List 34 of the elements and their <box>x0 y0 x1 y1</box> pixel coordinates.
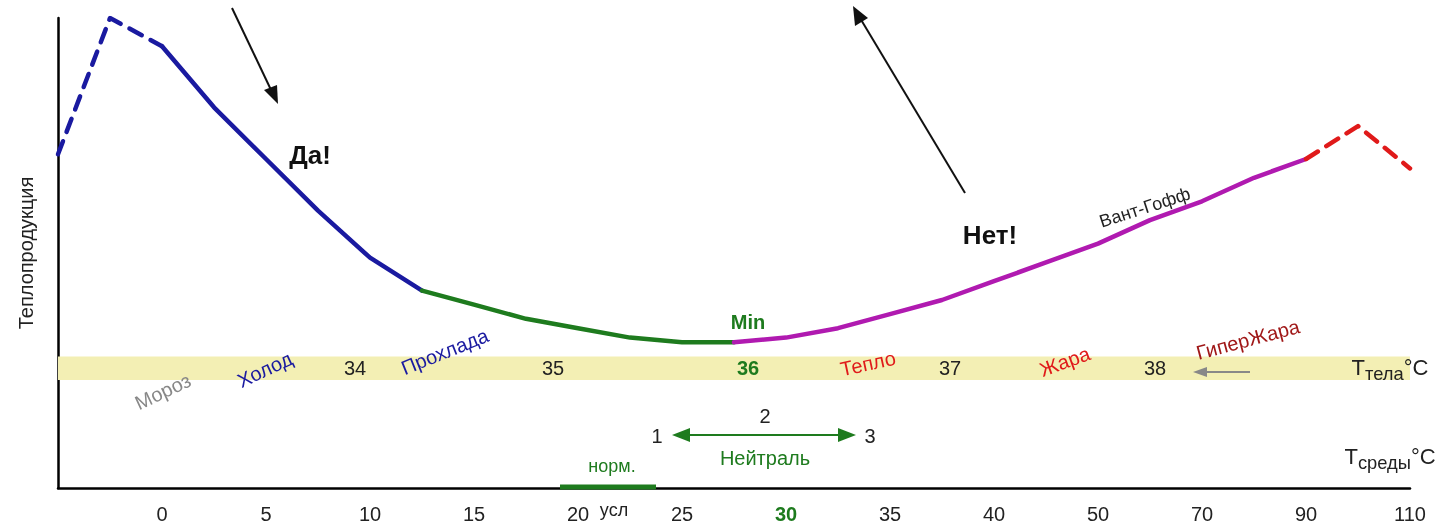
annotation: Тепло <box>838 346 898 382</box>
x-tick-label: 50 <box>1086 503 1110 525</box>
annotation: Нейтраль <box>719 446 811 470</box>
annotation: 35 <box>541 356 565 380</box>
annotation: Мороз <box>131 369 195 415</box>
x-tick-label: 25 <box>670 503 694 525</box>
x-tick-label: 20 <box>566 503 590 525</box>
annotation: T$_{тела}$°C <box>1351 354 1429 386</box>
text: усл <box>599 499 629 521</box>
annotation: Min <box>730 310 766 334</box>
annotation: 3 <box>864 424 876 448</box>
annotation: норм. <box>588 455 636 477</box>
x-tick-label: 35 <box>878 503 902 525</box>
annotation: 1 <box>651 424 663 448</box>
x-tick-label: 10 <box>358 503 382 525</box>
annotation: Жара <box>1036 342 1094 382</box>
y-axis-title: Теплопродукция <box>15 176 37 330</box>
x-tick-label: 40 <box>982 503 1006 525</box>
annotation: 37 <box>938 356 962 380</box>
annotation: 36 <box>736 356 760 380</box>
x-tick-label: 5 <box>260 503 272 525</box>
annotation: 2 <box>759 404 771 428</box>
x-tick-label: 70 <box>1190 503 1214 525</box>
x-tick-label: 0 <box>156 503 168 525</box>
x-tick-label: 15 <box>462 503 486 525</box>
annotation: T$_{среды}$°C <box>1344 443 1436 475</box>
annotation: Да! <box>289 139 331 171</box>
x-tick-label: 110 <box>1394 503 1426 525</box>
x-tick-label: 30 <box>774 503 798 525</box>
annotation: 38 <box>1143 356 1167 380</box>
annotation: Нет! <box>962 219 1018 251</box>
annotation: Холод <box>233 347 297 393</box>
x-tick-label: 90 <box>1294 503 1318 525</box>
annotation: 34 <box>343 356 367 380</box>
